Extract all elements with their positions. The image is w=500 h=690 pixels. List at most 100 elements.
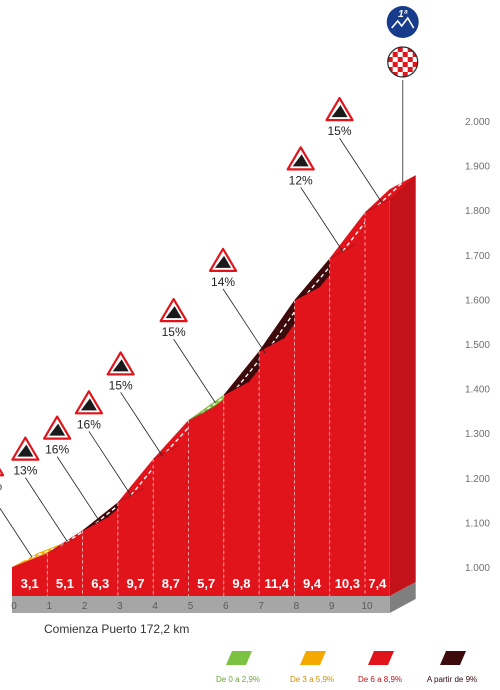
y-tick-label: 1.300 xyxy=(465,429,490,440)
segment-edge xyxy=(82,516,109,531)
leader-line xyxy=(300,187,344,252)
segment-gradient-label: 11,4 xyxy=(264,576,289,591)
segment-front xyxy=(329,212,365,596)
max-gradient-marker: 15% xyxy=(325,97,382,203)
segment-edge xyxy=(153,444,180,460)
segment-edge xyxy=(47,538,74,554)
segment-edge xyxy=(364,198,392,213)
mountain-icon xyxy=(391,16,415,29)
start-footer: Comienza Puerto 172,2 km xyxy=(44,622,189,636)
legend-item: De 6 a 8,9% xyxy=(358,651,402,684)
leader-line xyxy=(88,431,132,496)
legend-label: A partir de 9% xyxy=(427,675,477,684)
slope-icon xyxy=(112,359,129,372)
road-centerline xyxy=(24,545,61,561)
legend-swatch xyxy=(300,651,326,665)
road-centerline xyxy=(236,343,273,389)
max-gradient-marker: 15% xyxy=(106,351,164,457)
mountain-side-face xyxy=(389,175,416,596)
segment-edge xyxy=(188,405,215,421)
segment-edge xyxy=(329,244,356,259)
segment-km-10 xyxy=(364,175,416,596)
base-band-side xyxy=(389,582,416,613)
legend-swatch xyxy=(226,651,252,665)
segment-edge xyxy=(223,380,250,396)
legend-item: A partir de 9% xyxy=(427,651,477,684)
segment-top xyxy=(12,539,74,567)
x-tick-label: 0 xyxy=(11,601,17,612)
labels-layer: 3,1 5,1 6,3 9,7 8,7 5,7 9,8 11,4 9,4 10,3 7,4 0 1 2 3 4… xyxy=(11,576,387,612)
segment-gradient-label: 6,3 xyxy=(91,576,109,591)
segment-front xyxy=(259,300,295,596)
legend-label: De 6 a 8,9% xyxy=(358,675,402,684)
max-gradient-label: 15% xyxy=(162,325,186,339)
x-tick-label: 3 xyxy=(117,601,123,612)
segment-front xyxy=(153,420,189,596)
y-tick-label: 1.000 xyxy=(465,563,490,574)
segment-front xyxy=(294,258,330,596)
leader-line xyxy=(173,338,216,404)
segment-edge xyxy=(294,285,321,301)
segment-gradient-label: 8,7 xyxy=(162,576,180,591)
legend-swatch xyxy=(368,651,394,665)
segment-gradient-label: 10,3 xyxy=(335,576,360,591)
road-centerline xyxy=(377,181,404,206)
max-gradient-marker: 13% xyxy=(0,467,33,558)
y-axis: 1.000 1.100 1.200 1.300 1.400 1.500 1.600 1.700… xyxy=(465,117,490,574)
category-label: 1ª xyxy=(398,9,408,20)
max-gradient-label: 15% xyxy=(328,124,352,138)
leader-line xyxy=(339,137,382,203)
y-tick-label: 1.700 xyxy=(465,251,490,262)
segment-front xyxy=(188,394,224,596)
summit: 1ª xyxy=(386,6,419,183)
segment-gradient-label: 9,7 xyxy=(127,576,145,591)
y-tick-label: 2.000 xyxy=(465,117,490,128)
slope-icon xyxy=(165,306,182,319)
max-gradient-marker: 13% xyxy=(11,436,68,542)
max-gradient-marker: 16% xyxy=(74,390,132,496)
segment-gradient-label: 5,1 xyxy=(56,576,74,591)
legend-label: De 3 a 5,9% xyxy=(290,675,334,684)
max-gradient-marker: 16% xyxy=(43,415,100,521)
slope-icon xyxy=(292,154,309,167)
leader-line xyxy=(25,477,68,542)
x-tick-label: 9 xyxy=(329,601,335,612)
max-gradient-label: 16% xyxy=(77,417,101,431)
category-badge-circle xyxy=(386,6,419,38)
mountain-layer xyxy=(12,175,416,613)
slope-icon xyxy=(331,105,348,118)
segment-gradient-label: 5,7 xyxy=(197,576,215,591)
leader-line xyxy=(222,288,266,354)
segment-gradient-label: 9,8 xyxy=(232,576,250,591)
max-gradient-label: 12% xyxy=(289,173,313,187)
y-tick-label: 1.100 xyxy=(465,518,490,529)
x-tick-label: 8 xyxy=(294,601,300,612)
y-tick-label: 1.400 xyxy=(465,385,490,396)
y-tick-label: 1.500 xyxy=(465,340,490,351)
x-tick-label: 1 xyxy=(47,601,53,612)
legend: De 0 a 2,9% De 3 a 5,9% De 6 a 8,9% A parti… xyxy=(216,651,477,684)
slope-icon xyxy=(17,444,34,457)
y-tick-label: 1.200 xyxy=(465,474,490,485)
legend-label: De 0 a 2,9% xyxy=(216,675,260,684)
y-tick-label: 1.900 xyxy=(465,162,490,173)
x-tick-label: 6 xyxy=(223,601,229,612)
max-gradient-marker: 12% xyxy=(286,146,344,252)
leader-line xyxy=(0,507,33,558)
y-tick-label: 1.600 xyxy=(465,295,490,306)
max-gradient-marker: 15% xyxy=(159,297,216,404)
summit-markers: 13% 13% 16% 16% 15% 15% 14% 12% 15% 1ª xyxy=(0,6,419,558)
segment-km-0 xyxy=(12,539,74,596)
segment-gradient-label: 7,4 xyxy=(368,576,387,591)
base-band xyxy=(12,596,390,613)
x-tick-label: 2 xyxy=(82,601,88,612)
segment-gradient-label: 3,1 xyxy=(21,576,39,591)
legend-item: De 0 a 2,9% xyxy=(216,651,260,684)
road-centerline xyxy=(130,451,167,496)
max-gradient-label: 15% xyxy=(109,378,133,392)
segment-front xyxy=(47,530,83,596)
segment-front xyxy=(365,189,390,596)
legend-item: De 3 a 5,9% xyxy=(290,651,334,684)
warning-triangle-icon xyxy=(0,467,5,477)
